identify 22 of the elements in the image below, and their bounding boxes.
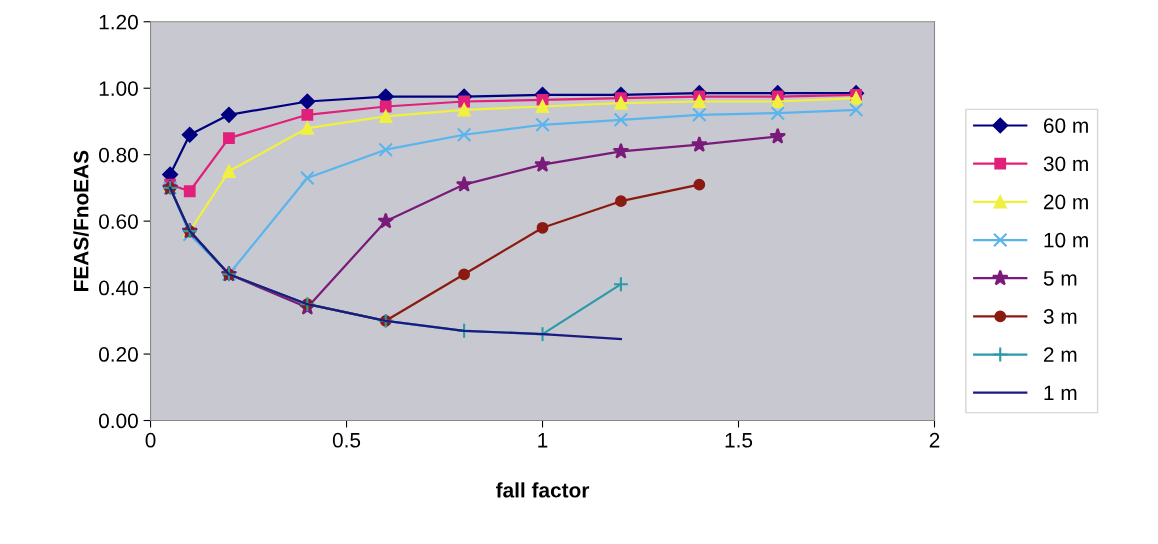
legend-label: 5 m [1043, 271, 1077, 286]
y-tick-label: 0.00 [99, 413, 138, 429]
y-tick-label: 0.80 [99, 147, 138, 163]
x-tick-label: 1.5 [725, 433, 753, 448]
legend-label: 1 m [1044, 385, 1077, 400]
legend-label: 60 m [1044, 118, 1088, 134]
x-tick-label: 0.5 [332, 432, 361, 448]
y-tick-label: 1.00 [99, 81, 138, 96]
legend-label: 10 m [1044, 232, 1088, 248]
y-tick-label: 0.20 [99, 347, 138, 362]
y-tick-label: 1.20 [99, 14, 138, 30]
x-axis-title: fall factor [496, 482, 590, 498]
y-tick-label: 0.40 [99, 280, 138, 296]
y-tick-label: 0.60 [99, 214, 138, 229]
legend-label: 2 m [1044, 347, 1077, 362]
legend-label: 20 m [1044, 194, 1088, 210]
x-tick-label: 0 [145, 432, 156, 448]
y-axis-title: FEAS/FnoEAS [73, 150, 89, 291]
x-tick-label: 2 [929, 432, 940, 448]
legend-label: 30 m [1043, 156, 1088, 172]
legend-label: 3 m [1043, 309, 1077, 324]
x-tick-label: 1 [538, 433, 548, 448]
